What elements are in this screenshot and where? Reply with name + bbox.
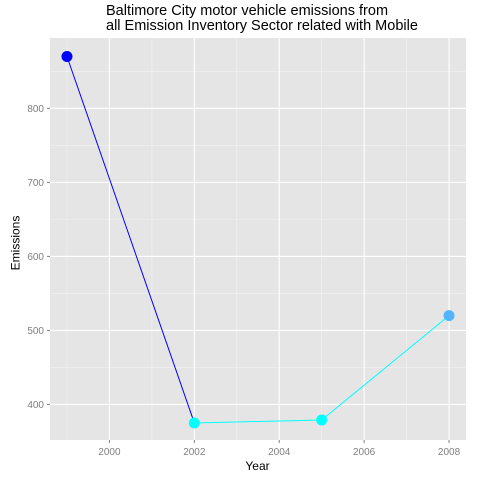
- y-tick-label: 700: [27, 178, 44, 189]
- x-tick-label: 2004: [268, 447, 291, 458]
- y-axis-label: Emissions: [8, 215, 22, 270]
- major-gridlines: [50, 38, 466, 440]
- y-axis-ticks: 400 500 600 700 800: [27, 104, 50, 411]
- data-point: [188, 417, 200, 429]
- chart-title-line-1: Baltimore City motor vehicle emissions f…: [106, 3, 389, 19]
- data-point: [443, 310, 455, 322]
- x-tick-label: 2006: [353, 447, 376, 458]
- y-tick-label: 400: [27, 400, 44, 411]
- plot-panel: [50, 38, 466, 440]
- x-axis-ticks: 2000 2002 2004 2006 2008: [98, 440, 461, 458]
- y-tick-label: 800: [27, 104, 44, 115]
- x-tick-label: 2002: [183, 447, 206, 458]
- series-line-segment: [194, 419, 322, 424]
- data-point: [316, 414, 328, 426]
- emissions-series: [61, 51, 455, 429]
- x-tick-label: 2000: [98, 447, 121, 458]
- minor-gridlines: [50, 38, 466, 440]
- series-line-segment: [66, 56, 195, 424]
- data-point: [61, 51, 73, 63]
- x-tick-label: 2008: [438, 447, 461, 458]
- y-tick-label: 600: [27, 252, 44, 263]
- y-tick-label: 500: [27, 326, 44, 337]
- chart-title-line-2: all Emission Inventory Sector related wi…: [106, 18, 418, 34]
- y-axis-label-container: Emissions: [8, 0, 22, 485]
- series-line-segment: [321, 315, 450, 421]
- x-axis-label: Year: [245, 459, 270, 473]
